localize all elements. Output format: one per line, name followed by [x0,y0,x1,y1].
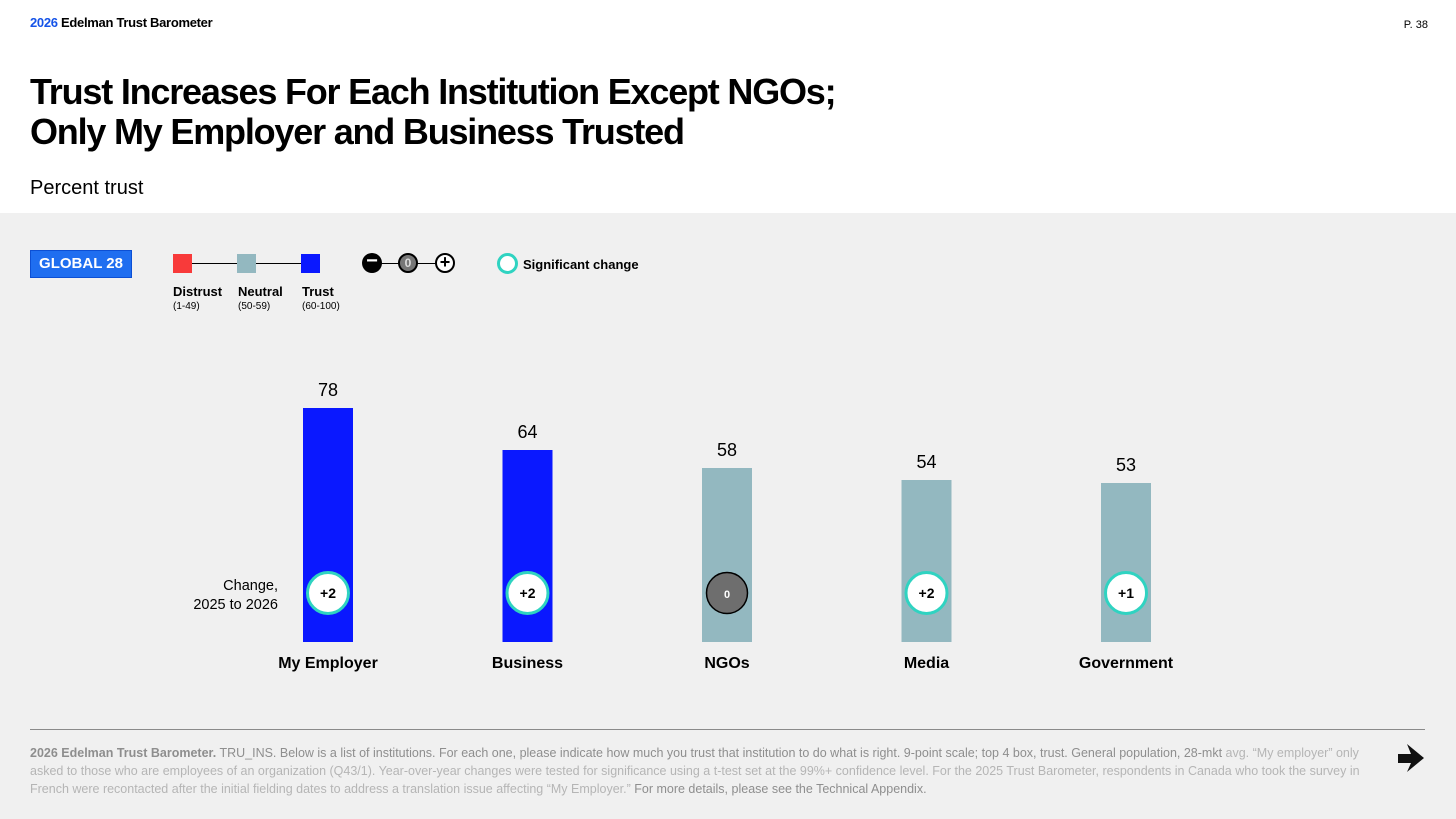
footnote-employer-note: avg. “My employer” only asked to those w… [30,746,1360,796]
category-label: Business [492,655,563,672]
neutral-swatch [237,254,256,273]
bar-value-label: 64 [517,422,537,442]
title-line-2: Only My Employer and Business Trusted [30,111,685,152]
category-label: Government [1079,655,1174,672]
bar [1101,483,1151,642]
change-value-label: +2 [919,585,935,601]
neutral-label: Neutral [238,284,283,299]
change-marker [306,571,350,615]
change-marker [705,571,749,615]
arrow-right-icon[interactable] [1396,742,1426,772]
distrust-legend-label: Distrust (1-49) [173,285,222,314]
category-label: Media [904,655,949,672]
page-number: P. 38 [1403,19,1428,31]
brand-name: Edelman Trust Barometer [57,15,213,30]
title-line-1: Trust Increases For Each Institution Exc… [30,71,837,112]
footer-divider [30,729,1425,730]
bar [702,468,752,642]
bar-value-label: 53 [1116,455,1136,475]
change-label-line-2: 2025 to 2026 [193,597,278,613]
neutral-legend-label: Neutral (50-59) [238,285,283,314]
zero-icon: 0 [398,253,418,273]
distrust-label: Distrust [173,284,223,299]
footnote-source: 2026 Edelman Trust Barometer. [30,746,217,760]
bar-value-label: 58 [717,440,737,460]
bar-value-label: 54 [916,452,936,472]
change-value-label: +2 [320,585,336,601]
change-marker [1104,571,1148,615]
plus-icon: + [435,253,455,273]
category-label: My Employer [278,655,378,672]
bar-value-label: 78 [318,380,338,400]
significant-change-icon [497,253,518,274]
footnote-appendix: For more details, please see the Technic… [630,782,927,796]
bars-group: 78 +2 My Employer 64 +2 Business 58 0 NGOs 54 +2 Me… [278,380,1174,672]
trust-legend-label: Trust (60-100) [302,285,340,314]
brand-year: 2026 [30,15,58,30]
page-title: Trust Increases For Each Institution Exc… [30,72,1030,152]
change-label-line-1: Change, [223,578,278,594]
distrust-swatch [173,254,192,273]
bar [901,480,952,642]
trust-swatch [301,254,320,273]
distrust-range: (1-49) [173,301,200,312]
change-value-label: 0 [724,589,730,601]
neutral-range: (50-59) [238,301,271,312]
trust-range: (60-100) [302,301,340,312]
minus-icon: − [362,251,382,273]
brand-logo: 2026 Edelman Trust Barometer [30,15,213,30]
change-value-label: +1 [1118,585,1134,601]
footnote-text: TRU_INS. Below is a list of institutions… [216,746,1226,760]
significant-change-label: Significant change [523,257,639,272]
category-label: NGOs [704,655,749,672]
chart-subtitle: Percent trust [30,177,144,199]
global-28-badge: GLOBAL 28 [30,250,132,278]
trust-label: Trust [302,284,334,299]
change-value-label: +2 [520,585,536,601]
change-marker [904,571,949,615]
footnote: 2026 Edelman Trust Barometer. TRU_INS. B… [30,744,1370,798]
change-marker [505,571,550,615]
trust-bar-chart: 78 +2 My Employer 64 +2 Business 58 0 NGOs 54 +2 Me… [193,380,1174,672]
